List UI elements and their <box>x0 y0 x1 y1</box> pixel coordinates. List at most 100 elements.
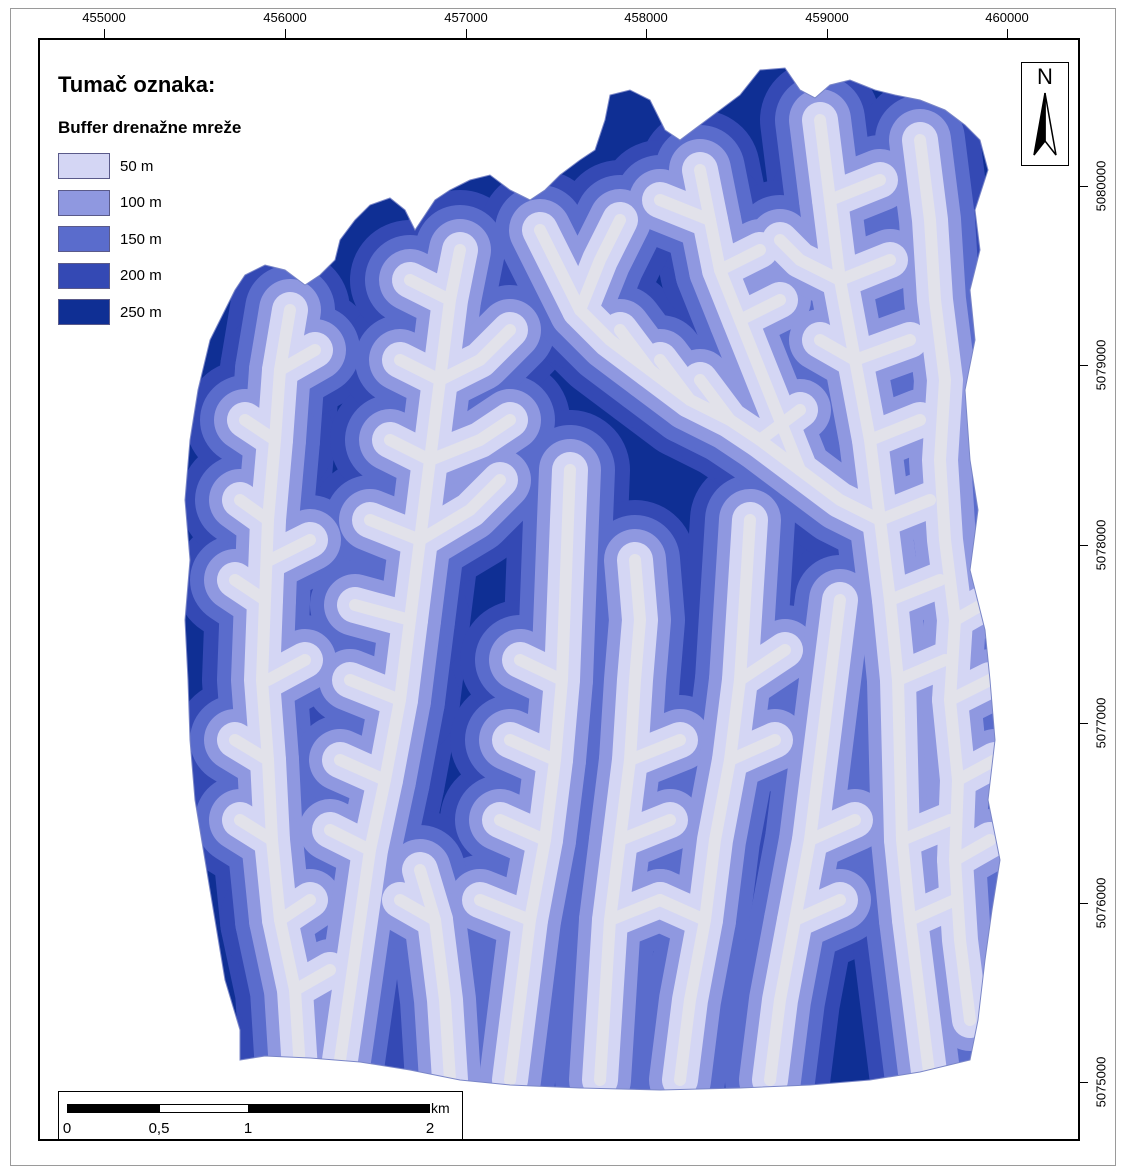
stream-buffer <box>364 514 426 546</box>
y-tick-mark <box>1080 365 1088 366</box>
stream-buffer <box>239 414 281 446</box>
stream-buffer <box>914 134 976 1026</box>
y-tick-mark <box>1080 1082 1088 1083</box>
north-arrow: N <box>1021 62 1069 166</box>
legend-label: 200 m <box>120 267 162 285</box>
outer-frame <box>10 8 1116 1166</box>
catchment-area <box>185 68 1000 1090</box>
scale-label-2: 2 <box>425 1120 435 1137</box>
stream-buffer <box>474 894 536 926</box>
stream-buffer <box>834 254 896 286</box>
map-frame: Tumač oznaka: Buffer drenažne mreže 50 m… <box>38 38 1080 1141</box>
legend-item: 200 m <box>58 258 318 295</box>
y-tick-label: 5078000 <box>1093 519 1109 571</box>
stream-buffer <box>349 599 416 626</box>
scale-unit: km <box>431 1100 450 1116</box>
stream-buffer <box>874 494 936 526</box>
stream-buffer <box>394 354 446 386</box>
stream-buffer <box>514 654 568 686</box>
legend-item: 150 m <box>58 221 318 258</box>
x-tick-mark <box>466 29 467 38</box>
stream-buffer <box>324 824 376 856</box>
y-tick-mark <box>1080 545 1088 546</box>
stream-buffer <box>264 534 316 566</box>
stream-buffer <box>262 654 311 686</box>
stream-buffer <box>274 894 316 926</box>
stream-buffer <box>289 964 336 996</box>
stream-buffer <box>614 324 656 376</box>
stream-buffer <box>884 574 946 606</box>
scale-label-05: 0,5 <box>148 1120 170 1137</box>
stream-buffer <box>949 834 996 866</box>
stream-buffer <box>774 234 846 286</box>
legend-item: 250 m <box>58 294 318 331</box>
x-tick-label: 456000 <box>263 10 307 25</box>
stream-buffer <box>849 334 916 366</box>
stream-buffer <box>229 734 274 766</box>
stream-buffer <box>414 474 506 546</box>
buffer-layer-4 <box>229 114 1000 1086</box>
legend-swatch <box>58 299 110 326</box>
x-tick-label: 460000 <box>985 10 1029 25</box>
stream-buffer <box>334 754 391 786</box>
legend-swatch <box>58 262 110 289</box>
stream-buffer <box>896 814 956 846</box>
stream-buffer <box>504 734 561 766</box>
stream-buffer <box>694 374 736 426</box>
stream-buffer <box>344 674 406 706</box>
stream-buffer <box>414 864 456 1086</box>
stream-buffer <box>904 894 961 926</box>
stream-buffer <box>229 574 271 606</box>
legend-label: 150 m <box>120 230 162 248</box>
stream-buffer <box>574 214 626 316</box>
scale-label-0: 0 <box>62 1120 72 1137</box>
x-tick-mark <box>827 29 828 38</box>
stream-buffer <box>789 894 846 926</box>
legend-items: 50 m 100 m 150 m 200 m 250 m <box>58 148 318 331</box>
x-tick-mark <box>1007 29 1008 38</box>
stream-buffer <box>614 814 676 846</box>
stream-buffer <box>234 814 278 846</box>
legend-item: 100 m <box>58 185 318 222</box>
legend-label: 50 m <box>120 157 154 175</box>
drainage-buffer-map <box>184 67 1001 1091</box>
legend-label: 100 m <box>120 194 162 212</box>
stream-buffer <box>654 194 716 226</box>
stream-buffer <box>604 894 666 926</box>
stream-buffer <box>654 354 696 406</box>
stream-buffer <box>424 414 516 466</box>
legend-swatch <box>58 226 110 253</box>
stream-buffer <box>952 754 1000 786</box>
stream-buffer <box>594 554 646 1086</box>
stream-buffer <box>384 434 436 466</box>
north-arrow-icon <box>1033 92 1057 156</box>
y-tick-label: 5080000 <box>1093 160 1109 212</box>
stream-buffer <box>394 894 441 926</box>
stream-buffer <box>724 734 781 766</box>
y-tick-mark <box>1080 723 1088 724</box>
y-tick-label: 5075000 <box>1093 1056 1109 1108</box>
y-tick-label: 5077000 <box>1093 697 1109 749</box>
stream-buffer <box>814 334 861 366</box>
legend-title: Tumač oznaka: <box>58 72 216 97</box>
y-tick-mark <box>1080 903 1088 904</box>
stream-buffer <box>494 814 551 846</box>
stream-buffer <box>334 244 466 1066</box>
legend-label: 250 m <box>120 303 162 321</box>
x-tick-label: 455000 <box>82 10 126 25</box>
stream-buffer <box>434 324 516 386</box>
legend-item: 50 m <box>58 148 318 185</box>
scale-segment-2 <box>159 1104 249 1113</box>
north-letter: N <box>1037 64 1053 89</box>
stream-buffer <box>734 644 791 686</box>
stream-buffer <box>824 174 886 206</box>
legend-subtitle: Buffer drenažne mreže <box>58 118 242 137</box>
y-tick-mark <box>1080 186 1088 187</box>
stream-buffer <box>864 414 926 446</box>
y-tick-label: 5076000 <box>1093 877 1109 929</box>
y-tick-label: 5079000 <box>1093 339 1109 391</box>
x-tick-label: 459000 <box>805 10 849 25</box>
stream-buffer <box>404 274 456 306</box>
stream-buffer <box>654 894 711 926</box>
x-tick-label: 457000 <box>444 10 488 25</box>
